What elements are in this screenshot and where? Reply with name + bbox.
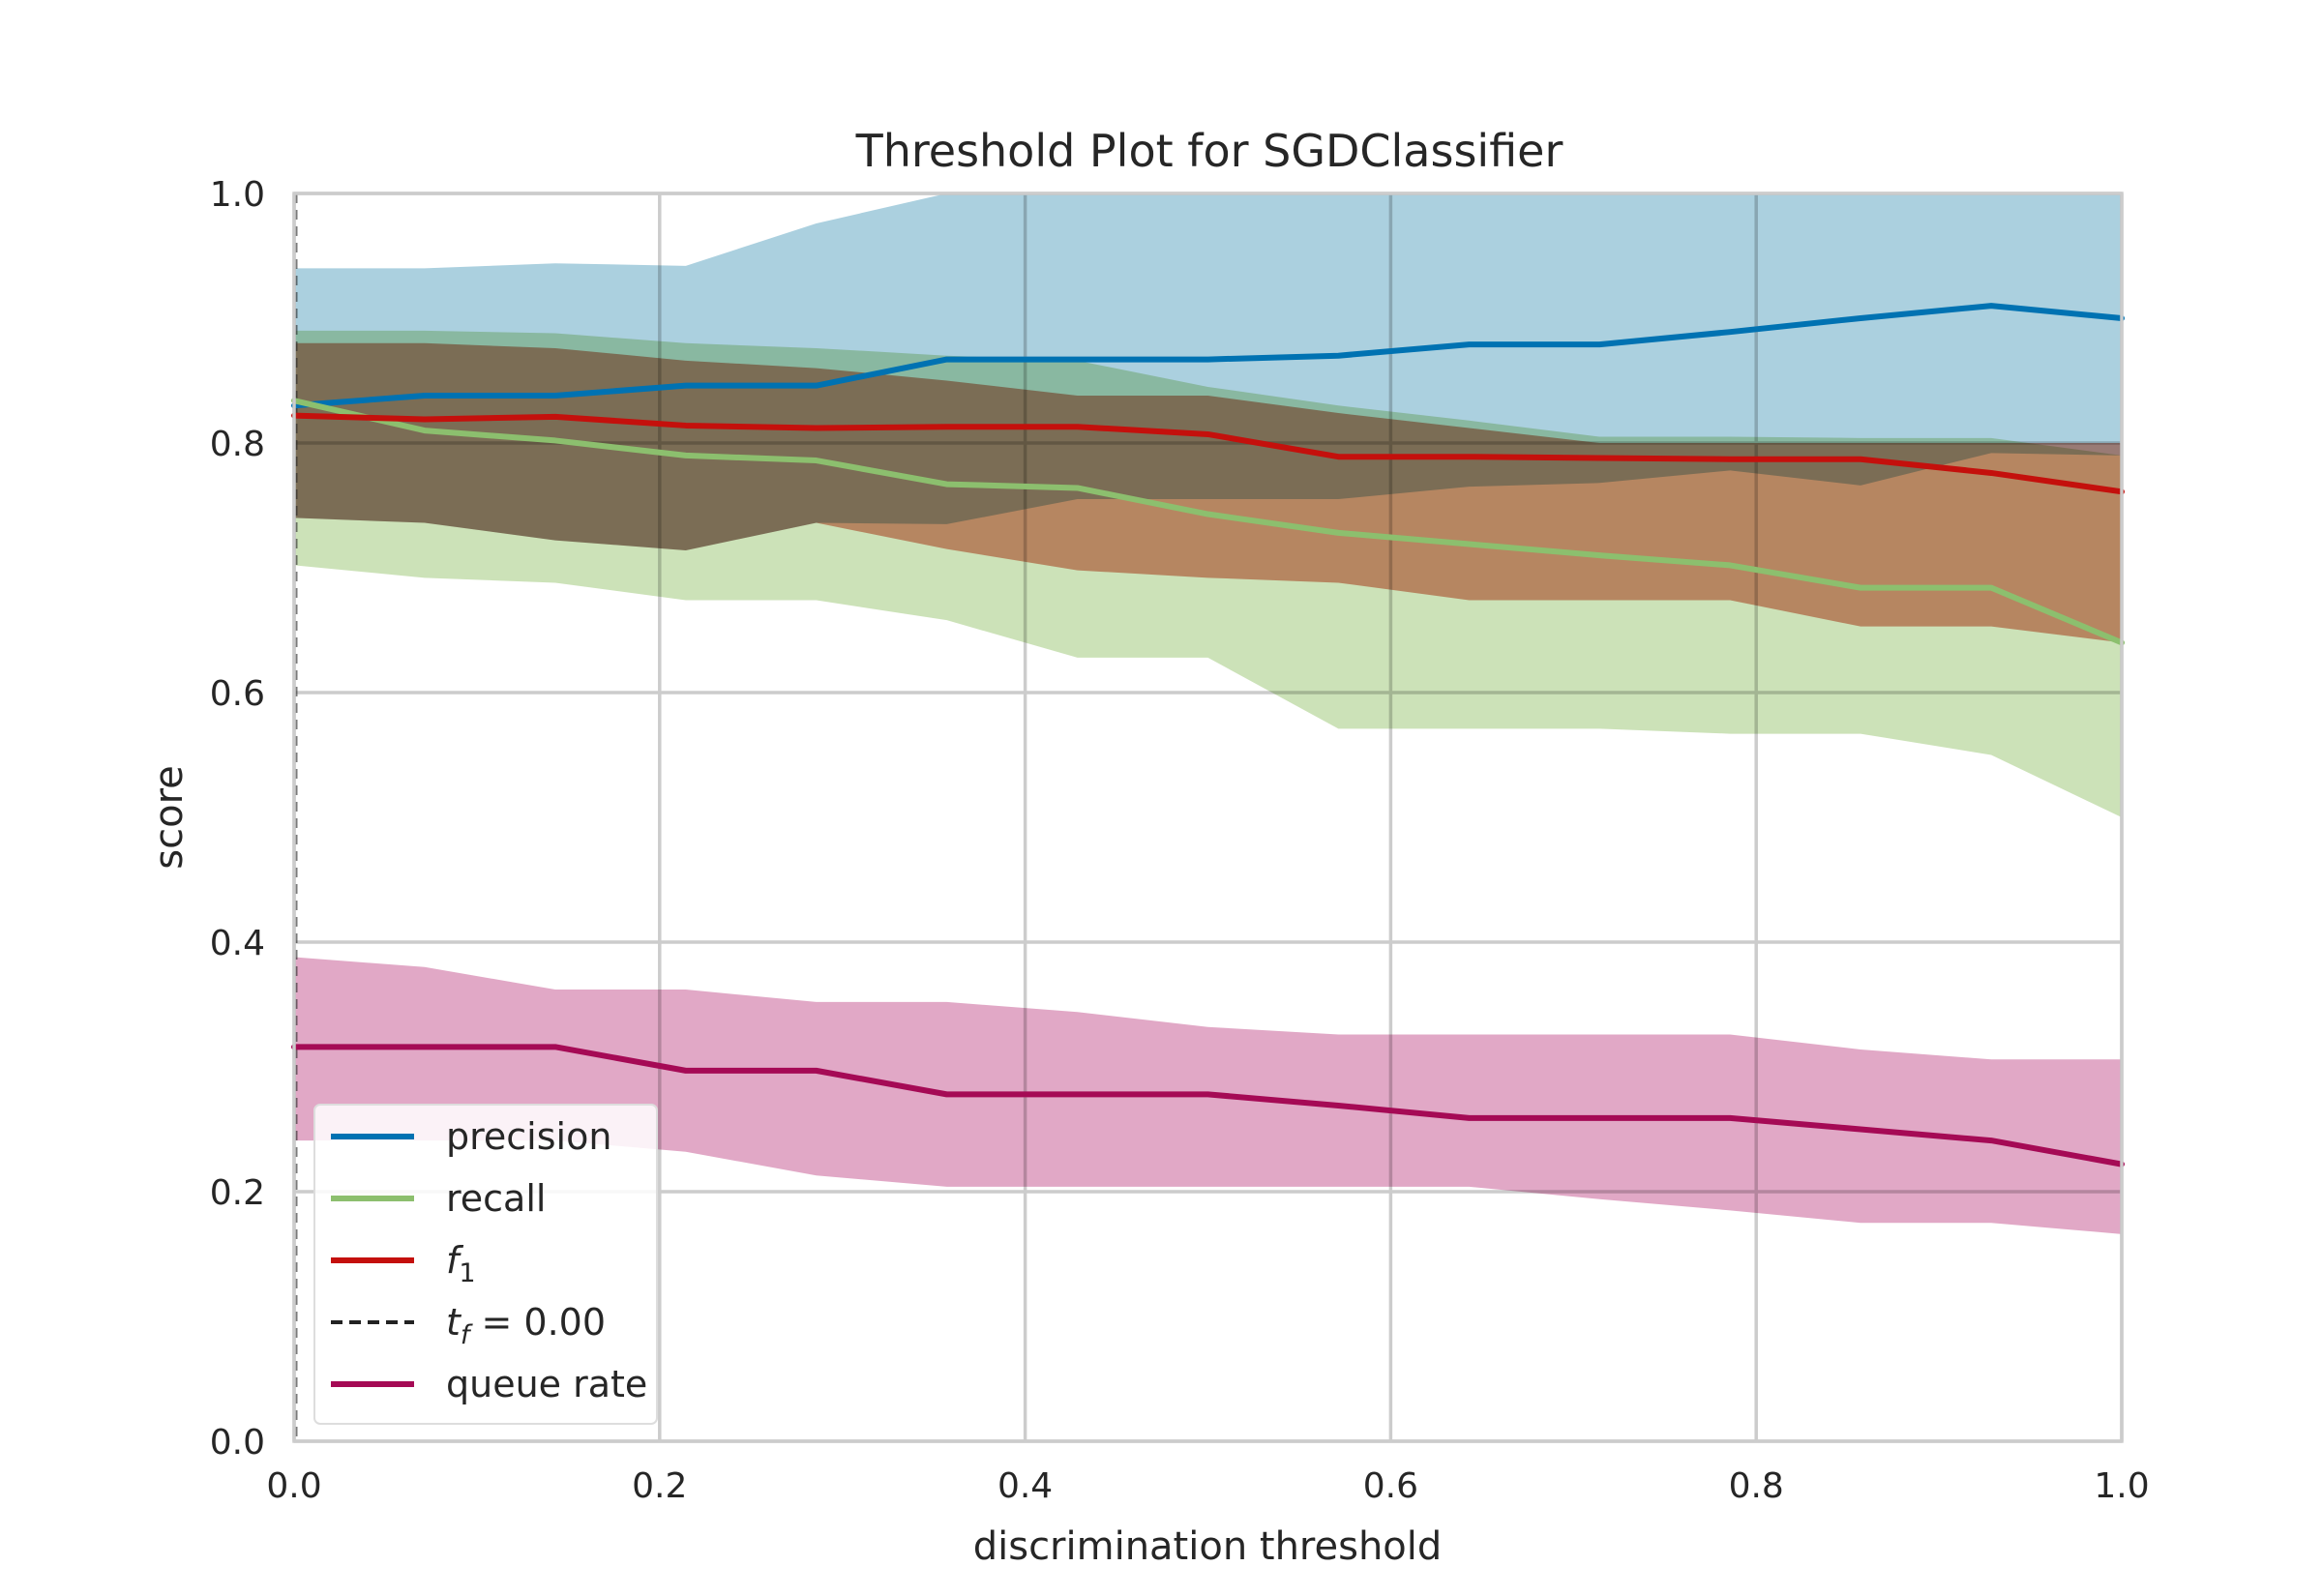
y-tick-label: 0.2 xyxy=(210,1173,265,1213)
y-axis-label: score xyxy=(147,765,192,869)
precision-line xyxy=(291,303,2125,409)
y-tick-label: 0.8 xyxy=(210,425,265,464)
x-tick-label: 0.8 xyxy=(1729,1466,1784,1506)
f1-line xyxy=(291,412,2125,495)
y-tick-label: 1.0 xyxy=(210,175,265,215)
confidence-bands xyxy=(294,193,2122,1234)
series-lines xyxy=(291,193,2125,1441)
f1-band xyxy=(294,342,2122,643)
x-axis-label: discrimination threshold xyxy=(973,1524,1443,1569)
legend-label: tf = 0.00 xyxy=(446,1301,606,1350)
x-tick-label: 0.4 xyxy=(997,1466,1053,1506)
x-tick-label: 1.0 xyxy=(2094,1466,2149,1506)
plot-frame xyxy=(292,192,2124,1443)
chart-title: Threshold Plot for SGDClassifier xyxy=(855,125,1563,177)
y-tick-label: 0.0 xyxy=(210,1423,265,1463)
recall-line xyxy=(291,398,2125,646)
y-tick-label: 0.4 xyxy=(210,924,265,963)
x-tick-label: 0.2 xyxy=(632,1466,687,1506)
queue-rate-line xyxy=(291,1044,2125,1167)
legend-box xyxy=(313,1104,658,1425)
tick-labels: 0.0 0.2 0.4 0.6 0.8 1.0 0.0 0.2 0.4 0.6 0.8 1.0 xyxy=(210,175,2150,1506)
x-tick-label: 0.6 xyxy=(1363,1466,1418,1506)
legend-label: recall xyxy=(446,1177,546,1220)
y-tick-label: 0.6 xyxy=(210,674,265,714)
legend-label: queue rate xyxy=(446,1363,647,1405)
legend-label: precision xyxy=(446,1115,611,1158)
x-tick-label: 0.0 xyxy=(266,1466,321,1506)
